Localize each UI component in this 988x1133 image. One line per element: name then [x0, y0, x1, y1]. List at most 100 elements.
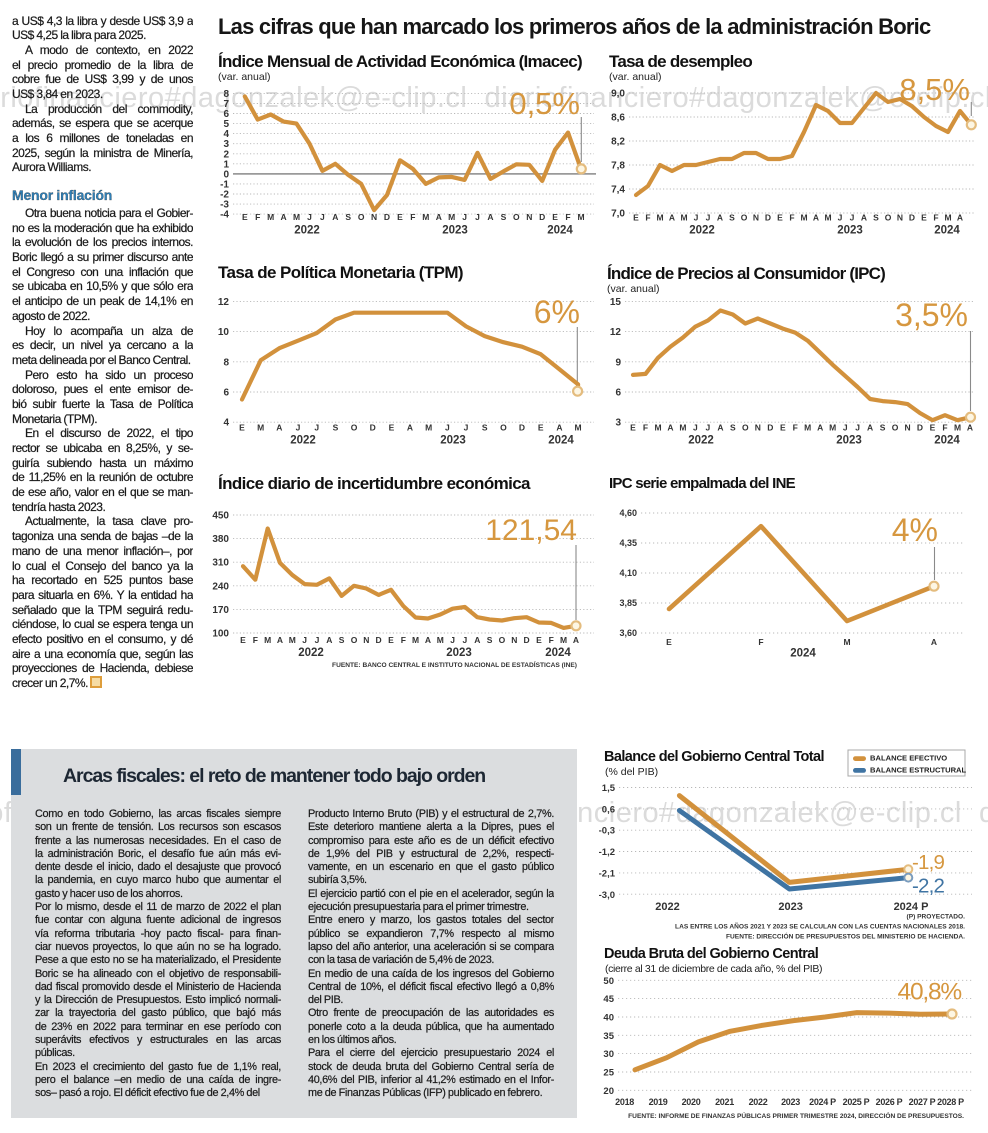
svg-text:8: 8	[223, 357, 229, 368]
svg-text:O: O	[351, 423, 358, 433]
svg-text:M: M	[654, 423, 661, 433]
svg-text:35: 35	[603, 1031, 614, 1042]
svg-text:0,5%: 0,5%	[509, 86, 580, 121]
svg-text:N: N	[753, 213, 759, 223]
svg-text:E: E	[921, 213, 927, 223]
svg-text:O: O	[741, 213, 748, 223]
svg-text:A: A	[326, 635, 332, 645]
svg-text:J: J	[315, 635, 320, 645]
svg-text:D: D	[917, 423, 923, 433]
svg-text:N: N	[371, 212, 377, 222]
svg-text:LAS ENTRE LOS AÑOS 2021 Y 2023: LAS ENTRE LOS AÑOS 2021 Y 2023 SE CALCUL…	[675, 922, 965, 931]
svg-text:M: M	[954, 423, 961, 433]
svg-text:A: A	[957, 213, 963, 223]
svg-text:4,10: 4,10	[619, 568, 637, 578]
svg-text:A: A	[717, 213, 723, 223]
svg-text:2024: 2024	[934, 225, 960, 237]
svg-text:O: O	[892, 423, 899, 433]
svg-text:100: 100	[212, 629, 229, 640]
svg-text:A: A	[556, 423, 562, 433]
svg-text:-3,0: -3,0	[599, 890, 615, 901]
svg-text:2023: 2023	[778, 901, 802, 913]
svg-text:D: D	[524, 635, 530, 645]
svg-text:2023: 2023	[837, 225, 863, 237]
svg-text:M: M	[264, 635, 271, 645]
svg-text:170: 170	[212, 605, 229, 616]
svg-text:M: M	[824, 213, 831, 223]
svg-text:J: J	[838, 213, 843, 223]
svg-text:2023: 2023	[440, 435, 466, 447]
svg-text:M: M	[680, 213, 687, 223]
svg-text:8,2: 8,2	[611, 137, 625, 148]
svg-text:2023: 2023	[442, 225, 468, 237]
svg-text:(P) PROYECTADO.: (P) PROYECTADO.	[907, 914, 966, 921]
svg-text:J: J	[307, 212, 312, 222]
svg-text:2022: 2022	[749, 1097, 768, 1107]
svg-text:N: N	[905, 423, 911, 433]
svg-text:N: N	[363, 635, 369, 645]
svg-text:A: A	[436, 212, 442, 222]
svg-text:2024: 2024	[545, 647, 571, 659]
svg-text:S: S	[873, 213, 879, 223]
svg-text:-2,1: -2,1	[599, 868, 616, 879]
svg-text:A: A	[407, 423, 413, 433]
svg-text:FUENTE: DIRECCIÓN DE PRESUPUES: FUENTE: DIRECCIÓN DE PRESUPUESTOS DEL MI…	[726, 932, 965, 941]
svg-text:2023: 2023	[446, 647, 472, 659]
svg-text:D: D	[765, 213, 771, 223]
svg-text:J: J	[464, 423, 469, 433]
svg-text:M: M	[267, 212, 274, 222]
svg-text:D: D	[519, 423, 525, 433]
svg-text:J: J	[693, 423, 698, 433]
svg-text:F: F	[793, 423, 798, 433]
svg-text:4%: 4%	[892, 512, 938, 548]
svg-text:D: D	[539, 212, 545, 222]
svg-text:J: J	[706, 423, 711, 433]
svg-text:M: M	[804, 423, 811, 433]
svg-text:50: 50	[603, 976, 614, 987]
svg-text:2024: 2024	[547, 225, 573, 237]
svg-text:O: O	[513, 212, 520, 222]
svg-text:O: O	[499, 635, 506, 645]
svg-text:J: J	[855, 423, 860, 433]
svg-text:240: 240	[212, 581, 229, 592]
svg-text:O: O	[358, 212, 365, 222]
svg-text:D: D	[370, 423, 376, 433]
svg-text:25: 25	[603, 1068, 614, 1079]
svg-text:4,60: 4,60	[619, 508, 637, 518]
svg-text:J: J	[302, 635, 307, 645]
svg-text:4: 4	[223, 129, 229, 140]
svg-text:E: E	[388, 635, 394, 645]
svg-text:7,8: 7,8	[611, 161, 625, 172]
svg-text:F: F	[253, 635, 258, 645]
svg-text:S: S	[730, 423, 736, 433]
svg-text:F: F	[643, 423, 648, 433]
svg-text:8,5%: 8,5%	[899, 72, 970, 107]
svg-text:M: M	[829, 423, 836, 433]
svg-text:9,0: 9,0	[611, 89, 625, 100]
svg-text:2024: 2024	[934, 435, 960, 447]
svg-text:M: M	[422, 212, 429, 222]
svg-text:A: A	[967, 423, 973, 433]
svg-text:2022: 2022	[290, 435, 316, 447]
svg-text:M: M	[437, 635, 444, 645]
svg-text:2027 P: 2027 P	[909, 1097, 936, 1107]
svg-text:M: M	[843, 637, 850, 647]
svg-text:-3: -3	[220, 200, 229, 211]
svg-text:S: S	[333, 423, 339, 433]
svg-text:F: F	[410, 212, 415, 222]
svg-text:8: 8	[223, 89, 229, 100]
svg-text:A: A	[861, 213, 867, 223]
svg-text:N: N	[755, 423, 761, 433]
svg-text:F: F	[255, 212, 260, 222]
svg-text:2024: 2024	[790, 648, 816, 660]
svg-text:S: S	[729, 213, 735, 223]
svg-text:A: A	[474, 635, 480, 645]
svg-text:4,35: 4,35	[619, 538, 637, 548]
svg-text:O: O	[742, 423, 749, 433]
svg-text:BALANCE EFECTIVO: BALANCE EFECTIVO	[870, 754, 947, 763]
svg-text:10: 10	[218, 327, 230, 338]
svg-text:45: 45	[603, 994, 614, 1005]
svg-text:M: M	[800, 213, 807, 223]
svg-text:F: F	[645, 213, 650, 223]
svg-text:6: 6	[615, 388, 621, 399]
